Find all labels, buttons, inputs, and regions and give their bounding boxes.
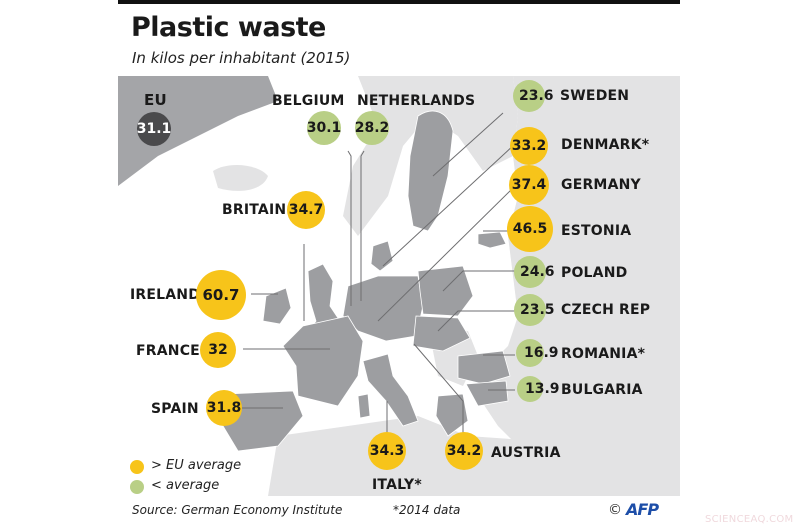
- watermark: SCIENCEAQ.COM: [705, 514, 794, 525]
- afp-credit: © AFP: [608, 500, 659, 519]
- spain-value: 31.8: [206, 400, 242, 416]
- czech-rep-label: CZECH REP: [561, 302, 651, 318]
- germany-label: GERMANY: [561, 177, 641, 193]
- britain-value: 34.7: [288, 202, 324, 218]
- belgium-marker: 30.1: [307, 111, 341, 145]
- data-year-note: *2014 data: [393, 503, 461, 517]
- ireland-label: IRELAND: [130, 287, 201, 303]
- belgium-label: BELGIUM: [272, 93, 345, 109]
- page-subtitle: In kilos per inhabitant (2015): [132, 49, 351, 67]
- austria-marker: 34.2: [445, 432, 483, 470]
- sweden-marker: 23.6: [513, 80, 554, 112]
- page-title: Plastic waste: [131, 12, 326, 43]
- eu-value: 31.1: [136, 121, 172, 137]
- britain-label: BRITAIN: [222, 202, 287, 218]
- bulgaria-label: BULGARIA: [561, 382, 643, 398]
- italy-label: ITALY*: [372, 477, 422, 493]
- copyright-symbol: ©: [608, 501, 622, 518]
- ireland-marker: 60.7: [196, 270, 246, 320]
- poland-marker: 24.6: [514, 256, 555, 288]
- denmark-label: DENMARK*: [561, 137, 650, 153]
- estonia-label: ESTONIA: [561, 223, 632, 239]
- estonia-value: 46.5: [512, 221, 548, 237]
- eu-label: EU: [144, 91, 167, 109]
- denmark-marker: 33.2: [510, 127, 548, 165]
- france-marker: 32: [200, 332, 236, 368]
- netherlands-marker: 28.2: [355, 111, 389, 145]
- legend-below-label: < average: [151, 478, 220, 493]
- bulgaria-marker: 13.9: [517, 376, 560, 402]
- source-note: Source: German Economy Institute: [132, 503, 343, 517]
- romania-label: ROMANIA*: [561, 346, 646, 362]
- top-bar: [118, 0, 680, 4]
- france-value: 32: [208, 342, 228, 358]
- spain-marker: 31.8: [206, 390, 242, 426]
- denmark-value: 33.2: [511, 138, 547, 154]
- czech-rep-marker: 23.5: [514, 294, 555, 326]
- poland-label: POLAND: [561, 265, 628, 281]
- italy-marker: 34.3: [368, 432, 406, 470]
- spain-label: SPAIN: [151, 401, 199, 417]
- czech-rep-value: 23.5: [520, 302, 555, 318]
- eu-marker: 31.1: [137, 112, 171, 146]
- austria-value: 34.2: [446, 443, 482, 459]
- italy-value: 34.3: [369, 443, 405, 459]
- netherlands-value: 28.2: [354, 120, 390, 136]
- legend-above-swatch: [130, 460, 144, 474]
- sweden-label: SWEDEN: [560, 88, 630, 104]
- austria-label: AUSTRIA: [491, 445, 561, 461]
- netherlands-label: NETHERLANDS: [357, 93, 476, 109]
- romania-value: 16.9: [524, 345, 559, 361]
- poland-value: 24.6: [520, 264, 555, 280]
- belgium-value: 30.1: [306, 120, 342, 136]
- sweden-value: 23.6: [519, 88, 554, 104]
- ireland-value: 60.7: [202, 286, 240, 304]
- germany-value: 37.4: [511, 177, 547, 193]
- germany-marker: 37.4: [509, 165, 549, 205]
- estonia-marker: 46.5: [507, 206, 553, 252]
- afp-logo: AFP: [626, 500, 659, 519]
- legend-above-label: > EU average: [151, 458, 242, 473]
- bulgaria-value: 13.9: [525, 381, 560, 397]
- france-label: FRANCE: [136, 343, 200, 359]
- britain-marker: 34.7: [287, 191, 325, 229]
- legend-below-swatch: [130, 480, 144, 494]
- romania-marker: 16.9: [516, 339, 559, 367]
